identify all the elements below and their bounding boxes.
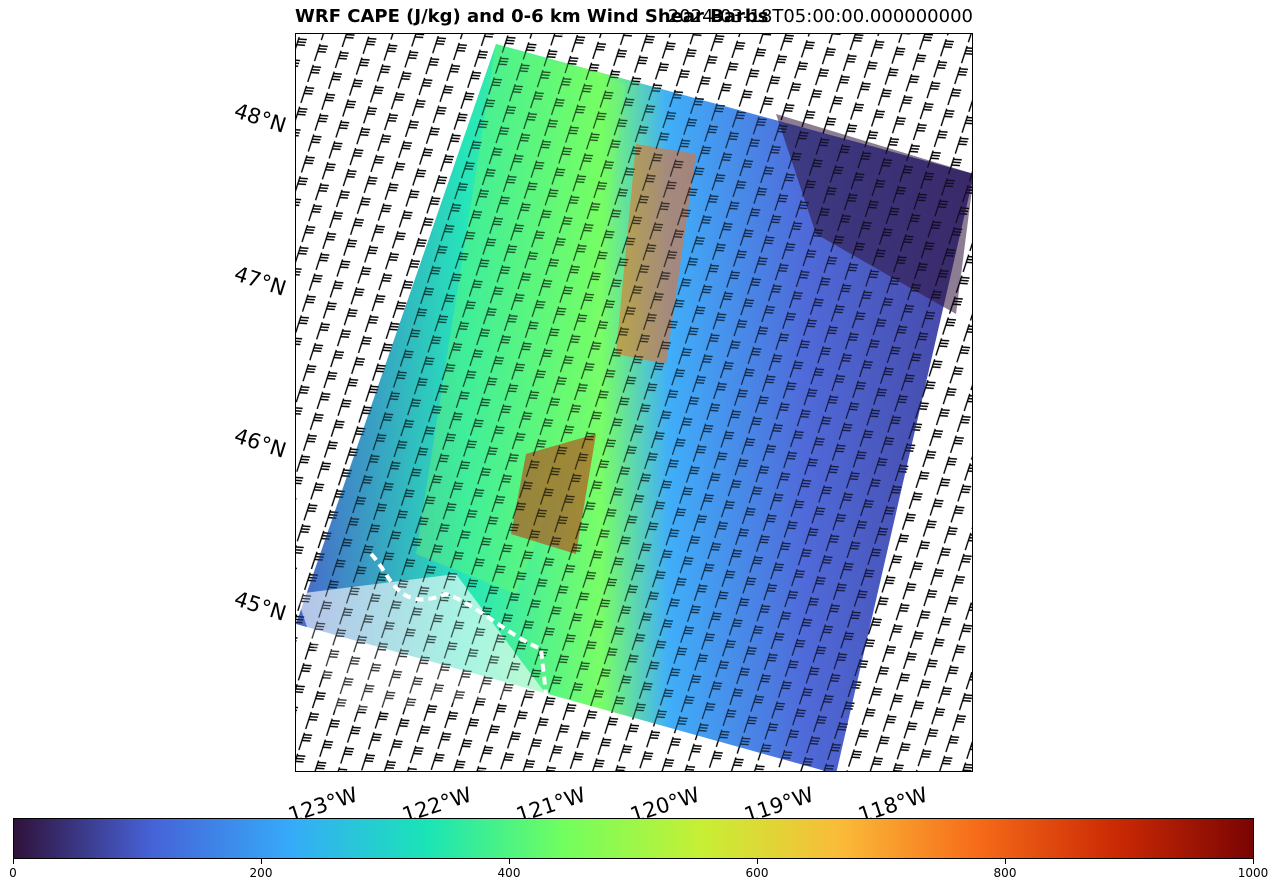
colorbar-tick-label: 400 [497, 866, 521, 880]
cape-colorbar [13, 818, 1254, 859]
colorbar-tick [1253, 859, 1254, 864]
colorbar-tick-label: 800 [993, 866, 1017, 880]
map-timestamp: 2024-03-18T05:00:00.000000000 [667, 6, 973, 27]
lat-label-45: 45°N [231, 586, 290, 626]
colorbar-tick [261, 859, 262, 864]
map-title: WRF CAPE (J/kg) and 0-6 km Wind Shear Ba… [295, 6, 769, 27]
cape-wind-shear-map [296, 34, 972, 771]
map-panel [295, 33, 973, 772]
colorbar-tick [1005, 859, 1006, 864]
colorbar-tick-label: 200 [249, 866, 273, 880]
colorbar-tick-label: 0 [9, 866, 17, 880]
oregon-boundary [369, 552, 548, 695]
colorbar-tick-label: 1000 [1237, 866, 1269, 880]
colorbar-tick-label: 600 [745, 866, 769, 880]
colorbar-tick [13, 859, 14, 864]
lat-label-47: 47°N [231, 261, 290, 301]
cape-domain [296, 34, 972, 771]
lat-label-46: 46°N [231, 423, 290, 463]
colorbar-tick [509, 859, 510, 864]
colorbar-tick [757, 859, 758, 864]
lat-label-48: 48°N [231, 98, 290, 138]
